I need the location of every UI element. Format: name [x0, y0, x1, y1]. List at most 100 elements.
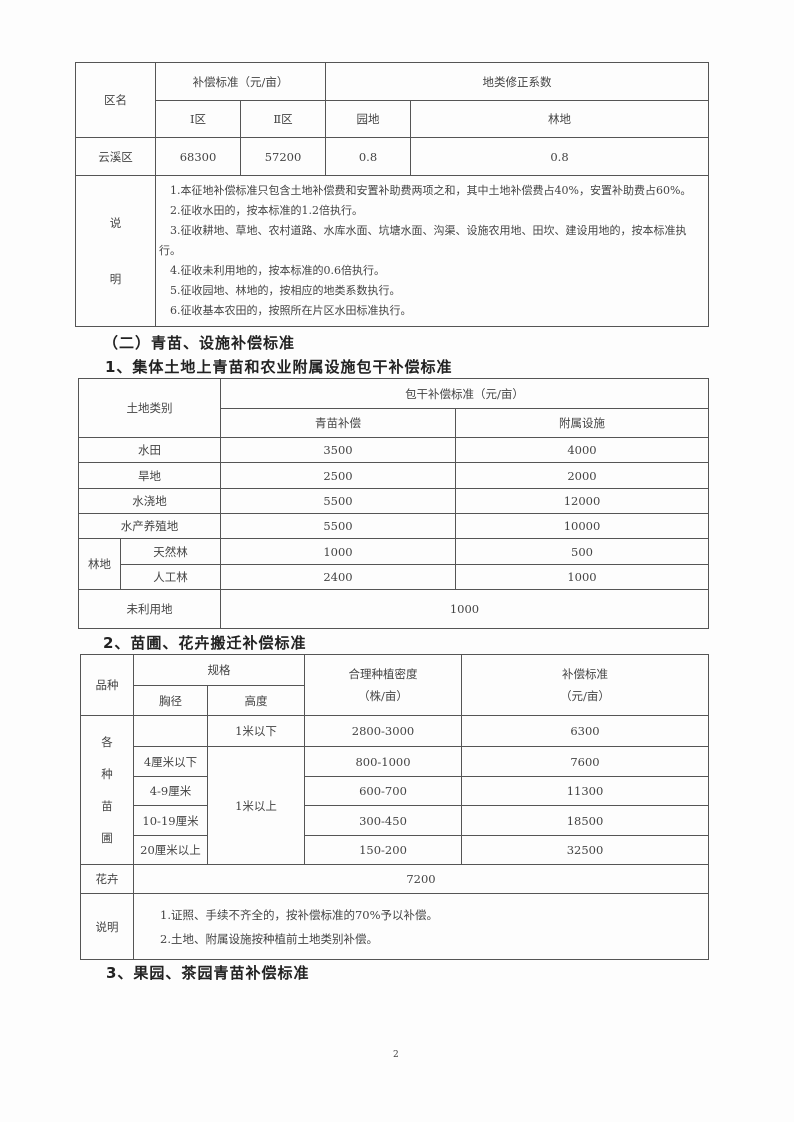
- cell-standard: 18500: [461, 805, 709, 836]
- table-row: 各 种 苗 圃 1米以下 2800-3000 6300: [80, 715, 709, 865]
- cell-standard: 11300: [461, 776, 709, 806]
- table-row: 云溪区 68300 57200 0.8 0.8: [75, 137, 709, 176]
- cell-district: 云溪区: [75, 137, 156, 176]
- cell-crop: 5500: [220, 513, 456, 539]
- page-number: 2: [393, 1050, 399, 1060]
- table-row: 水产养殖地 5500 10000: [78, 513, 709, 539]
- section-title: （二）青苗、设施补偿标准: [103, 334, 296, 352]
- notes-label-1: 说: [109, 216, 122, 230]
- header-spec: 规格: [133, 654, 305, 686]
- cell-crop: 1000: [220, 538, 456, 565]
- header-coef: 地类修正系数: [325, 62, 709, 101]
- crop-facility-table: 土地类别 包干补偿标准（元/亩） 青苗补偿 附属设施 水田 3500 4000 旱地…: [78, 378, 709, 629]
- table-row: 20厘米以上 150-200 32500: [81, 835, 709, 865]
- notes: 1.证照、手续不齐全的，按补偿标准的70%予以补偿。 2.土地、附属设施按种植前…: [133, 893, 709, 960]
- heading-2: 2、苗圃、花卉搬迁补偿标准: [103, 634, 307, 652]
- header-standard: 补偿标准 （元/亩）: [461, 654, 709, 716]
- header-district: 区名: [75, 62, 156, 138]
- cell-land: 水浇地: [78, 488, 221, 514]
- notes-label: 说 明: [75, 175, 156, 327]
- label-char: 圃: [101, 831, 113, 845]
- cell-facility: 500: [455, 538, 709, 565]
- standard-label: 补偿标准: [562, 667, 608, 681]
- cell-diameter: [133, 715, 208, 747]
- table-row: 林地 天然林 1000 500: [78, 538, 709, 590]
- header-zone1: Ⅰ区: [155, 100, 241, 138]
- cell-flowers-value: 7200: [133, 864, 709, 894]
- cell-density: 600-700: [304, 776, 462, 806]
- table-row: 水田 3500 4000: [78, 437, 709, 463]
- cell-facility: 2000: [455, 462, 709, 489]
- cell-facility: 10000: [455, 513, 709, 539]
- cell-forest: 0.8: [410, 137, 709, 176]
- cell-density: 800-1000: [304, 746, 462, 777]
- density-label: 合理种植密度: [348, 667, 418, 681]
- table-row: 4-9厘米 600-700 11300: [81, 776, 709, 806]
- cell-density: 2800-3000: [304, 715, 462, 747]
- cell-diameter: 4厘米以下: [133, 746, 208, 777]
- label-char: 苗: [101, 799, 113, 813]
- nursery-table: 品种 规格 合理种植密度 （株/亩） 补偿标准 （元/亩） 胸径 高度 各 种 苗 …: [80, 654, 709, 960]
- note: 4.征收未利用地的，按本标准的0.6倍执行。: [170, 264, 385, 277]
- cell-diameter: 10-19厘米: [133, 805, 208, 836]
- cell-forest-group: 林地: [78, 538, 121, 590]
- label-char: 种: [101, 767, 113, 781]
- cell-standard: 32500: [461, 835, 709, 865]
- cell-land: 未利用地: [78, 589, 221, 629]
- cell-diameter: 4-9厘米: [133, 776, 208, 806]
- table-row: 旱地 2500 2000: [78, 462, 709, 489]
- cell-land: 旱地: [78, 462, 221, 489]
- cell-zone1: 68300: [155, 137, 241, 176]
- header-garden: 园地: [325, 100, 411, 138]
- header-diameter: 胸径: [133, 685, 208, 716]
- cell-zone2: 57200: [240, 137, 326, 176]
- cell-density: 300-450: [304, 805, 462, 836]
- notes: 1.本征地补偿标准只包含土地补偿费和安置补助费两项之和，其中土地补偿费占40%，…: [155, 175, 709, 327]
- cell-crop: 3500: [220, 437, 456, 463]
- header-height: 高度: [207, 685, 305, 716]
- notes-label: 说明: [80, 893, 134, 960]
- cell-land: 天然林: [120, 538, 221, 565]
- heading-1: 1、集体土地上青苗和农业附属设施包干补偿标准: [105, 358, 453, 376]
- cell-land: 水产养殖地: [78, 513, 221, 539]
- header-forest: 林地: [410, 100, 709, 138]
- note: 1.证照、手续不齐全的，按补偿标准的70%予以补偿。: [160, 907, 439, 922]
- cell-nursery-label: 各 种 苗 圃: [80, 715, 134, 865]
- table-row: 水浇地 5500 12000: [78, 488, 709, 514]
- cell-crop: 2500: [220, 462, 456, 489]
- label-char: 各: [101, 735, 113, 749]
- cell-garden: 0.8: [325, 137, 411, 176]
- cell-diameter: 20厘米以上: [133, 835, 208, 865]
- cell-facility: 4000: [455, 437, 709, 463]
- header-land: 土地类别: [78, 378, 221, 438]
- table-row: 人工林 2400 1000: [79, 564, 709, 590]
- table-row: 未利用地 1000: [78, 589, 709, 629]
- header-facility: 附属设施: [455, 408, 709, 438]
- land-compensation-table: 区名 补偿标准（元/亩） 地类修正系数 Ⅰ区 Ⅱ区 园地 林地 云溪区 6830…: [75, 62, 709, 327]
- note: 2.土地、附属设施按种植前土地类别补偿。: [160, 931, 378, 946]
- note: 3.征收耕地、草地、农村道路、水库水面、坑塘水面、沟渠、设施农用地、田坎、建设用…: [159, 224, 687, 257]
- table-row: 4厘米以下 1米以上 800-1000 7600: [81, 746, 709, 865]
- standard-unit: （元/亩）: [560, 689, 610, 703]
- cell-height: 1米以上: [207, 746, 305, 865]
- note: 5.征收园地、林地的，按相应的地类系数执行。: [170, 284, 401, 297]
- heading-3: 3、果园、茶园青苗补偿标准: [106, 964, 310, 982]
- table-row: 10-19厘米 300-450 18500: [81, 805, 709, 836]
- cell-height: 1米以下: [207, 715, 305, 747]
- cell-facility: 1000: [455, 564, 709, 590]
- table-row: 花卉 7200: [80, 864, 709, 894]
- header-variety: 品种: [80, 654, 134, 716]
- header-crop: 青苗补偿: [220, 408, 456, 438]
- cell-land: 人工林: [120, 564, 221, 590]
- header-density: 合理种植密度 （株/亩）: [304, 654, 462, 716]
- notes-label-2: 明: [109, 272, 122, 286]
- cell-land: 水田: [78, 437, 221, 463]
- cell-density: 150-200: [304, 835, 462, 865]
- header-zone2: Ⅱ区: [240, 100, 326, 138]
- cell-flowers-label: 花卉: [80, 864, 134, 894]
- header-standard: 包干补偿标准（元/亩）: [220, 378, 709, 409]
- note: 1.本征地补偿标准只包含土地补偿费和安置补助费两项之和，其中土地补偿费占40%，…: [170, 184, 692, 197]
- header-standard: 补偿标准（元/亩）: [155, 62, 326, 101]
- note: 6.征收基本农田的，按照所在片区水田标准执行。: [170, 304, 412, 317]
- cell-standard: 6300: [461, 715, 709, 747]
